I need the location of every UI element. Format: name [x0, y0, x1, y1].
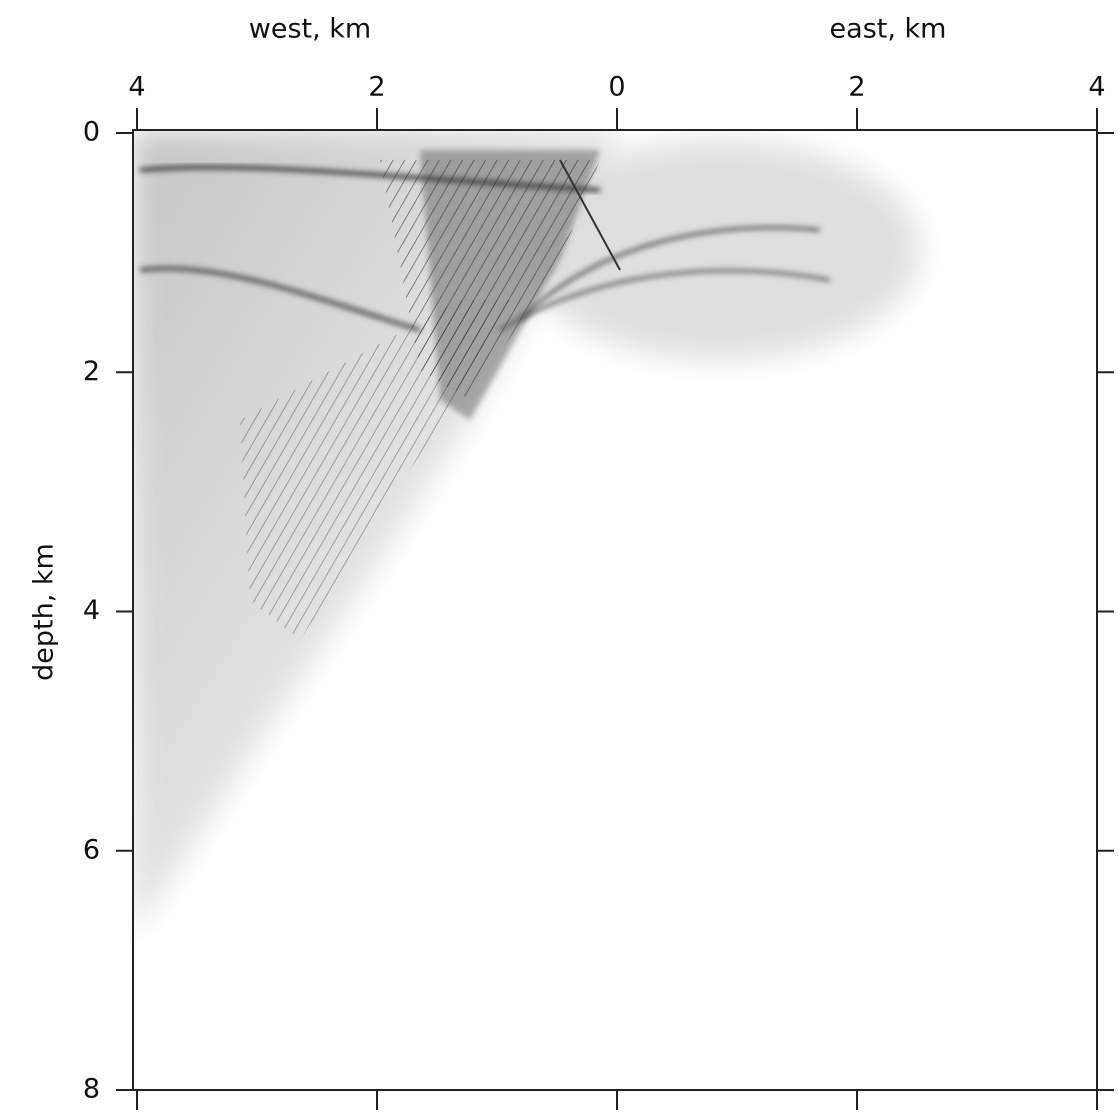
plot-frame: [132, 129, 1098, 1091]
x-tick-label: 2: [848, 72, 865, 103]
y-axis-label: depth, km: [29, 543, 60, 681]
x-tick-label: 0: [608, 72, 625, 103]
x-tick-label: 4: [128, 72, 145, 103]
y-tick-label: 8: [83, 1074, 100, 1105]
y-tick-label: 2: [83, 356, 100, 387]
x-tick-label: 4: [1088, 72, 1105, 103]
y-tick-label: 6: [83, 834, 100, 865]
x-axis-label: west, km: [249, 14, 371, 45]
y-tick-label: 0: [83, 117, 100, 148]
seismic-image: [133, 130, 920, 930]
y-tick-label: 4: [83, 595, 100, 626]
x-axis-label: east, km: [830, 14, 947, 45]
x-tick-label: 2: [368, 72, 385, 103]
